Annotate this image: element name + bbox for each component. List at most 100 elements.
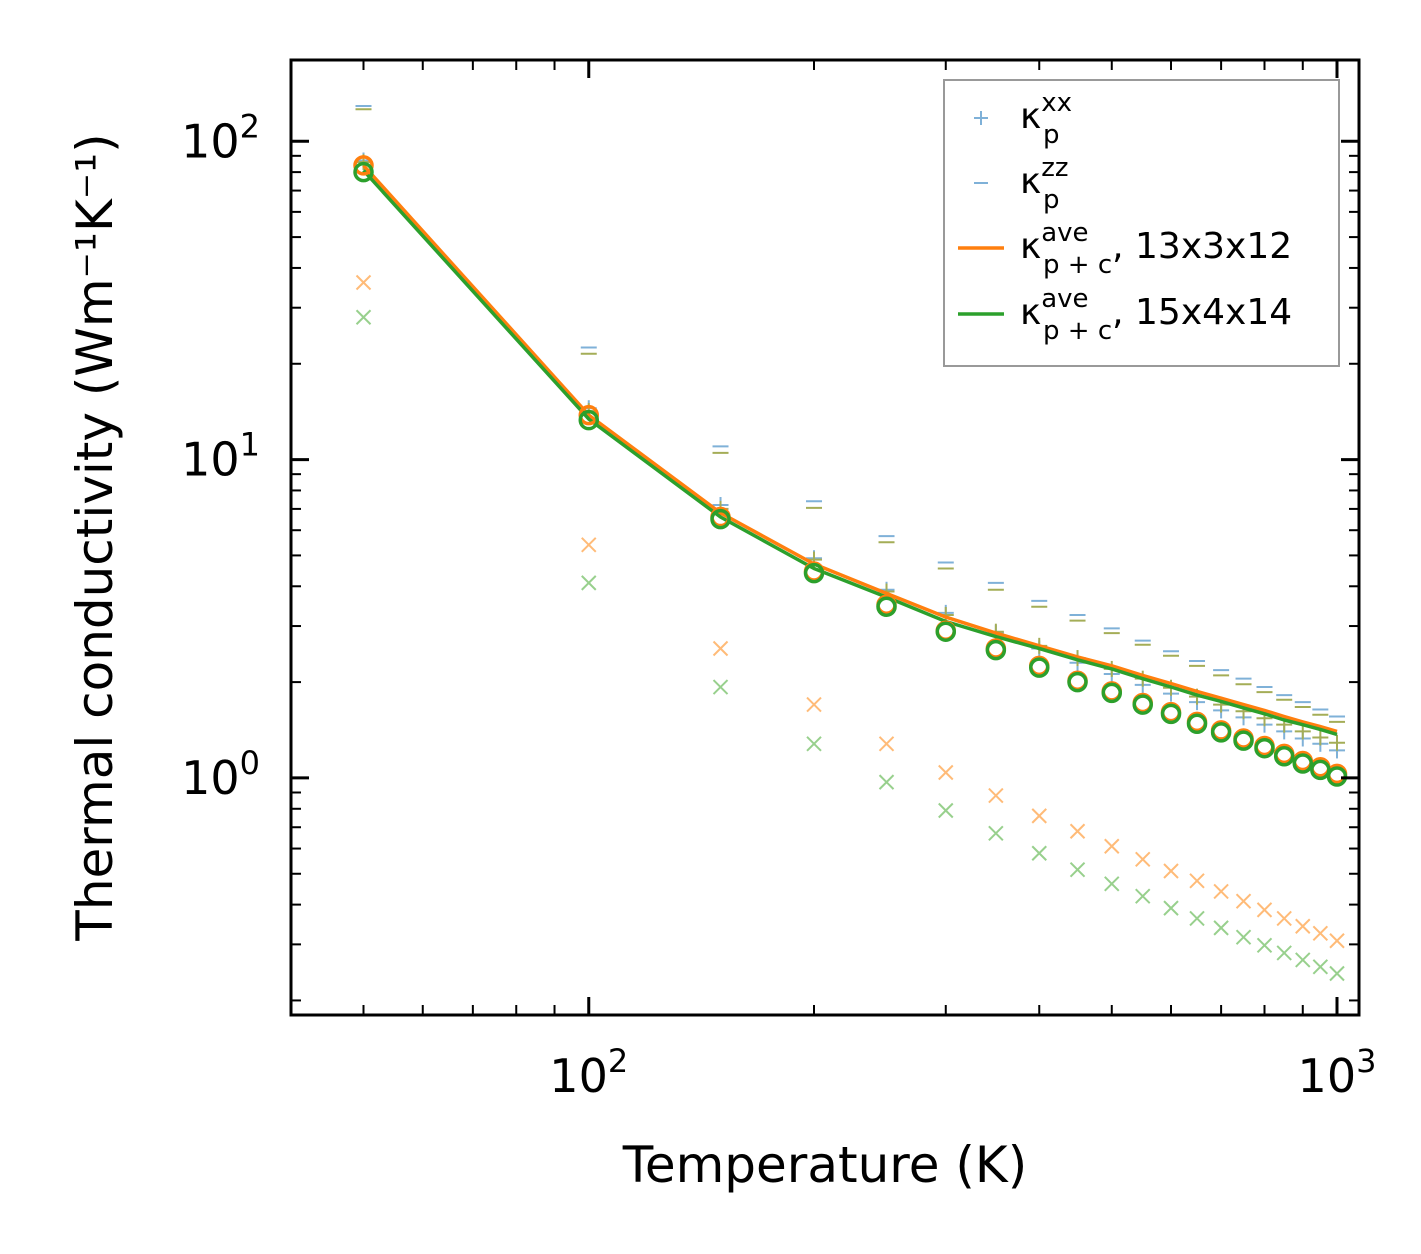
cross-b	[1189, 873, 1205, 889]
cross-b	[712, 679, 729, 695]
cross-b	[1213, 920, 1229, 936]
data-point-cross	[1104, 876, 1120, 892]
data-point-cross	[712, 640, 729, 657]
data-point-cross	[1276, 910, 1292, 927]
data-point-cross	[1135, 851, 1151, 868]
cross-b	[1295, 918, 1311, 934]
data-point-cross	[1256, 902, 1273, 918]
data-point-cross	[1276, 945, 1292, 961]
x-tick-label: 102	[549, 1042, 628, 1103]
data-point-cross	[1135, 888, 1151, 904]
legend-frame	[943, 79, 1340, 367]
cross-b	[1031, 845, 1047, 861]
data-point-cross	[938, 764, 954, 781]
y-tick-label: 102	[181, 107, 260, 168]
data-point-cross	[1213, 883, 1229, 900]
data-point-cross	[1235, 929, 1252, 945]
data-point-circle	[1310, 759, 1331, 781]
cross-b	[1256, 937, 1273, 954]
data-point-cross	[1163, 900, 1179, 916]
data-point-cross	[1189, 873, 1205, 889]
cross-b	[806, 736, 822, 752]
cross-b	[1312, 925, 1329, 942]
cross-b	[878, 774, 895, 790]
y-tick-label: 101	[181, 426, 260, 487]
data-point-circle	[578, 409, 600, 431]
data-point-cross	[938, 802, 954, 819]
data-point-circle	[1186, 713, 1208, 734]
legend-label: κave p + c, 13x3x12	[1020, 218, 1292, 280]
data-point-cross	[878, 736, 895, 752]
plot-frame	[289, 58, 1361, 1017]
cross-b	[988, 825, 1004, 842]
data-point-circle	[803, 562, 825, 584]
x-axis-label: Temperature (K)	[622, 1136, 1027, 1194]
cross-b	[1235, 929, 1252, 945]
data-point-cross	[581, 537, 597, 553]
cross-b	[1069, 861, 1086, 878]
cross-b	[1189, 910, 1205, 927]
data-point-circle	[1160, 703, 1182, 725]
cross-b	[581, 537, 597, 553]
data-point-cross	[1235, 893, 1252, 909]
data-point-circle	[1254, 737, 1275, 759]
y-tick-label: 100	[181, 744, 260, 805]
data-point-cross	[1031, 845, 1047, 861]
cross-b	[938, 764, 954, 781]
cross-b	[1329, 933, 1345, 949]
cross-b	[806, 696, 822, 713]
data-point-cross	[712, 679, 729, 695]
data-point-circle	[1292, 753, 1314, 774]
data-point-cross	[1295, 918, 1311, 934]
cross-b	[878, 736, 895, 752]
cross-b	[355, 309, 372, 325]
data-point-plus	[1329, 734, 1346, 751]
data-point-circle	[935, 621, 957, 642]
cross-b	[1104, 876, 1120, 892]
data-point-circle	[1067, 671, 1088, 693]
cross-b	[712, 640, 729, 657]
data-point-cross	[355, 309, 372, 325]
cross-b	[988, 787, 1004, 804]
data-point-cross	[806, 696, 822, 713]
ticks-layer	[290, 60, 1359, 1015]
cross-b	[1163, 900, 1179, 916]
data-point-circle	[710, 508, 731, 530]
cross-b	[581, 575, 597, 591]
data-point-circle	[1273, 745, 1295, 767]
data-point-circle	[1101, 682, 1123, 704]
legend-entry: κzz p	[974, 153, 1069, 215]
cross-b	[1135, 851, 1151, 868]
cross-b	[1135, 888, 1151, 904]
legend-label: κave p + c, 15x4x14	[1020, 284, 1292, 346]
data-point-cross	[1312, 959, 1329, 975]
legend-label: κzz p	[1020, 153, 1069, 215]
cross-b	[1163, 863, 1179, 879]
cross-b	[1069, 823, 1086, 839]
cross-b	[1276, 945, 1292, 961]
cross-b	[1312, 959, 1329, 975]
cross-b	[1276, 910, 1292, 927]
data-point-cross	[1213, 920, 1229, 936]
cross-b	[1031, 808, 1047, 824]
data-point-plus	[1312, 729, 1329, 746]
data-point-cross	[355, 274, 372, 291]
data-point-cross	[1069, 823, 1086, 839]
series-layer	[353, 105, 1348, 982]
series-line	[362, 169, 1338, 737]
data-point-cross	[1295, 952, 1311, 968]
legend-entry: κxx p	[974, 88, 1072, 150]
legend-label: κxx p	[1020, 88, 1072, 150]
legend-entry: κave p + c, 13x3x12	[958, 218, 1292, 280]
y-axis-label: Thermal conductivity (Wm⁻¹K⁻¹)	[66, 133, 124, 941]
data-point-cross	[1312, 925, 1329, 942]
cross-b	[1329, 965, 1345, 982]
data-point-cross	[1163, 863, 1179, 879]
cross-b	[1256, 902, 1273, 918]
data-point-cross	[806, 736, 822, 752]
data-point-cross	[1256, 937, 1273, 954]
tick-labels: 102 103 100 101 102	[181, 107, 1376, 1103]
data-point-circle	[1029, 657, 1050, 678]
